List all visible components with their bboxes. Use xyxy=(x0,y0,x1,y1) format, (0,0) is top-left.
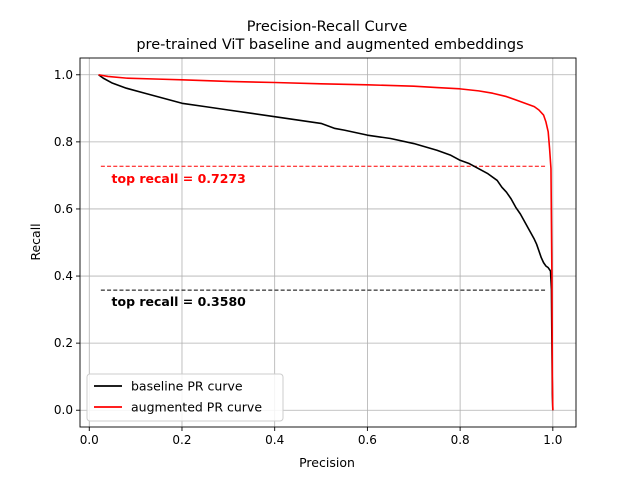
reference-labels: top recall = 0.7273 top recall = 0.3580 xyxy=(112,171,247,309)
legend-frame xyxy=(86,373,284,422)
x-tick-label: 0.0 xyxy=(80,433,99,447)
y-tick-label: 1.0 xyxy=(54,68,73,82)
x-tick-label: 0.8 xyxy=(451,433,470,447)
chart-subtitle: pre-trained ViT baseline and augmented e… xyxy=(136,37,523,53)
x-tick-label: 1.0 xyxy=(543,433,562,447)
plot-frame xyxy=(79,57,577,428)
chart-title: Precision-Recall Curve xyxy=(247,19,408,35)
y-tick-label: 0.0 xyxy=(54,403,73,417)
series-layer xyxy=(98,73,554,411)
reference-label-1: top recall = 0.3580 xyxy=(112,294,247,309)
x-axis: 0.0 0.2 0.4 0.6 0.8 1.0 xyxy=(80,427,562,447)
x-tick-label: 0.2 xyxy=(172,433,191,447)
x-tick-label: 0.6 xyxy=(358,433,377,447)
x-axis-label: Precision xyxy=(299,455,355,470)
grid-lines xyxy=(80,58,576,427)
legend-label-1: augmented PR curve xyxy=(131,400,262,415)
series-line-1 xyxy=(98,73,554,411)
x-tick-label: 0.4 xyxy=(265,433,284,447)
y-tick-label: 0.4 xyxy=(54,269,73,283)
legend-label-0: baseline PR curve xyxy=(131,379,243,394)
y-axis: 0.0 0.2 0.4 0.6 0.8 1.0 xyxy=(54,68,80,417)
y-tick-label: 0.2 xyxy=(54,336,73,350)
y-axis-label: Recall xyxy=(28,223,43,260)
series-line-0 xyxy=(98,74,554,411)
y-tick-label: 0.6 xyxy=(54,202,73,216)
y-tick-label: 0.8 xyxy=(54,135,73,149)
reference-label-0: top recall = 0.7273 xyxy=(112,171,246,186)
legend: baseline PR curve augmented PR curve xyxy=(86,373,284,422)
